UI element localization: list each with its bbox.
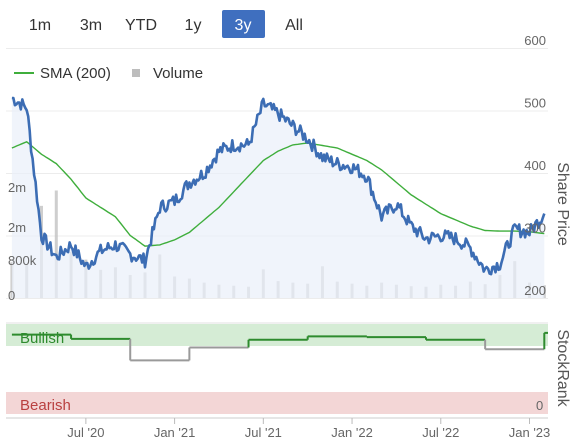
legend-sma-label[interactable]: SMA (200): [40, 65, 111, 82]
x-tick-label: Jan '22: [331, 425, 373, 440]
legend: SMA (200) Volume: [14, 65, 203, 82]
volume-tick-label: 800k: [8, 253, 37, 268]
volume-bar: [542, 285, 546, 298]
range-button-1y[interactable]: 1y: [185, 17, 202, 34]
bearish-label: Bearish: [20, 397, 71, 414]
price-tick-label: 200: [524, 283, 546, 298]
stockrank-line: [11, 331, 548, 362]
bullish-label: Bullish: [20, 330, 64, 347]
volume-tick-label: 2m: [8, 180, 26, 195]
price-tick-label: 600: [524, 33, 546, 48]
sma-200-line: [11, 140, 545, 247]
x-axis-ticks: Jul '20 Jan '21 Jul '21 Jan '22 Jul '22 Jan '…: [67, 418, 550, 440]
legend-volume-swatch: [132, 69, 140, 77]
volume-bar: [54, 190, 58, 298]
volume-tick-label: 0: [8, 288, 15, 303]
x-tick-label: Jan '23: [509, 425, 551, 440]
x-tick-label: Jul '20: [67, 425, 104, 440]
range-button-all[interactable]: All: [285, 17, 303, 34]
x-tick-label: Jul '21: [245, 425, 282, 440]
range-button-3y-highlight: [222, 10, 265, 38]
price-tick-label: 300: [524, 221, 546, 236]
share-price-axis-title: Share Price: [554, 162, 571, 246]
range-selector: 1m 3m YTD 1y 3y All: [29, 10, 303, 38]
range-button-1m[interactable]: 1m: [29, 17, 51, 34]
bearish-band: [6, 392, 548, 414]
price-tick-label: 400: [524, 158, 546, 173]
x-tick-label: Jul '22: [422, 425, 459, 440]
price-tick-label: 500: [524, 96, 546, 111]
volume-axis-ticks: 2m 2m 800k 0: [8, 180, 37, 303]
range-button-3y[interactable]: 3y: [235, 17, 252, 34]
share-price-line: [11, 96, 546, 276]
volume-tick-label: 2m: [8, 220, 26, 235]
stockrank-axis-title: StockRank: [554, 329, 571, 407]
range-button-3m[interactable]: 3m: [80, 17, 102, 34]
bullish-band: [6, 324, 548, 346]
range-button-ytd[interactable]: YTD: [125, 17, 157, 34]
x-tick-label: Jan '21: [154, 425, 196, 440]
legend-volume-label[interactable]: Volume: [153, 65, 203, 82]
stockrank-tick-0: 0: [536, 398, 543, 413]
price-axis-ticks: 600 500 400 300 200: [524, 33, 546, 298]
price-area-fill: [11, 98, 545, 298]
